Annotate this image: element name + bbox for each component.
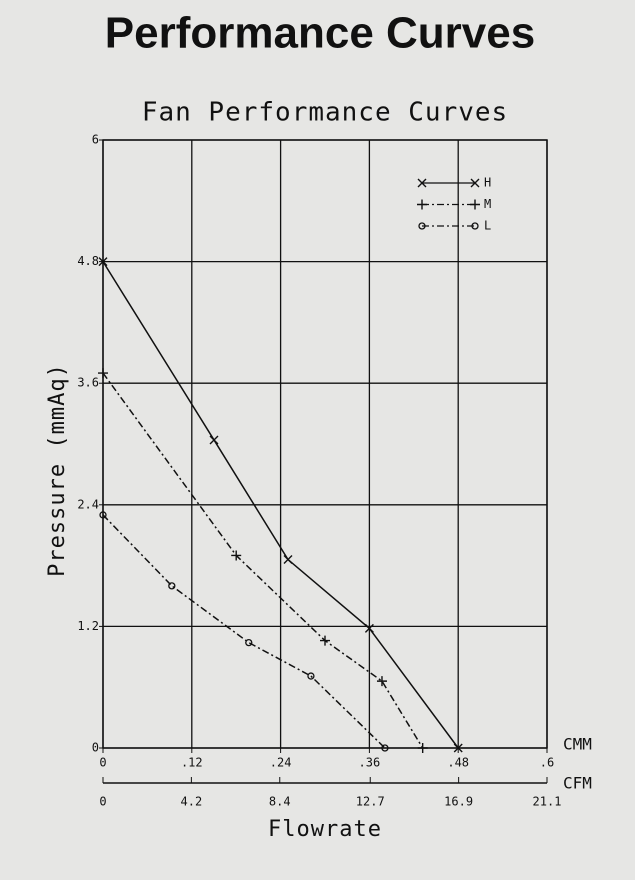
x-tick-label: .6 bbox=[540, 756, 554, 770]
legend-marker bbox=[417, 199, 427, 210]
x2-unit-label: CFM bbox=[563, 774, 592, 793]
x2-tick-label: 16.9 bbox=[444, 795, 473, 809]
marker bbox=[98, 257, 108, 267]
legend-marker bbox=[417, 178, 427, 188]
legend-marker bbox=[471, 222, 479, 230]
marker bbox=[283, 555, 293, 565]
marker bbox=[417, 743, 428, 753]
x-tick-label: .12 bbox=[181, 756, 203, 770]
marker bbox=[98, 368, 108, 379]
legend-marker bbox=[418, 222, 426, 230]
marker bbox=[376, 676, 387, 687]
marker bbox=[245, 638, 253, 647]
x2-tick-label: 12.7 bbox=[356, 795, 385, 809]
page-title: Performance Curves bbox=[105, 9, 535, 58]
marker bbox=[381, 744, 389, 752]
legend-marker bbox=[470, 199, 480, 210]
chart-title: Fan Performance Curves bbox=[142, 98, 508, 128]
x2-tick-label: 0 bbox=[99, 795, 106, 809]
legend-label: L bbox=[484, 219, 491, 233]
legend-label: M bbox=[484, 197, 491, 211]
marker bbox=[320, 635, 330, 646]
y-axis-label: Pressure (mmAq) bbox=[45, 363, 70, 577]
y-tick-label: 3.6 bbox=[77, 376, 99, 390]
legend-label: H bbox=[484, 176, 491, 190]
marker bbox=[231, 550, 242, 561]
y-tick-label: 1.2 bbox=[77, 619, 99, 633]
x-tick-label: 0 bbox=[99, 756, 106, 770]
x-tick-label: .48 bbox=[447, 756, 469, 770]
x-tick-label: .24 bbox=[270, 756, 292, 770]
marker bbox=[99, 511, 107, 519]
series-line bbox=[102, 514, 386, 749]
marker bbox=[453, 743, 463, 753]
x2-tick-label: 4.2 bbox=[181, 795, 203, 809]
y-tick-label: 0 bbox=[92, 741, 99, 755]
y-tick-label: 6 bbox=[92, 133, 99, 147]
x2-tick-label: 8.4 bbox=[269, 795, 291, 809]
x2-tick-label: 21.1 bbox=[533, 795, 562, 809]
y-tick-label: 4.8 bbox=[77, 254, 99, 268]
marker bbox=[307, 672, 315, 680]
marker bbox=[209, 435, 219, 445]
marker bbox=[168, 582, 176, 590]
x-unit-label: CMM bbox=[563, 735, 592, 754]
y-tick-label: 2.4 bbox=[77, 497, 99, 511]
x-tick-label: .36 bbox=[359, 756, 381, 770]
legend-marker bbox=[470, 178, 480, 188]
x-axis-label: Flowrate bbox=[268, 817, 382, 842]
marker bbox=[364, 623, 374, 633]
